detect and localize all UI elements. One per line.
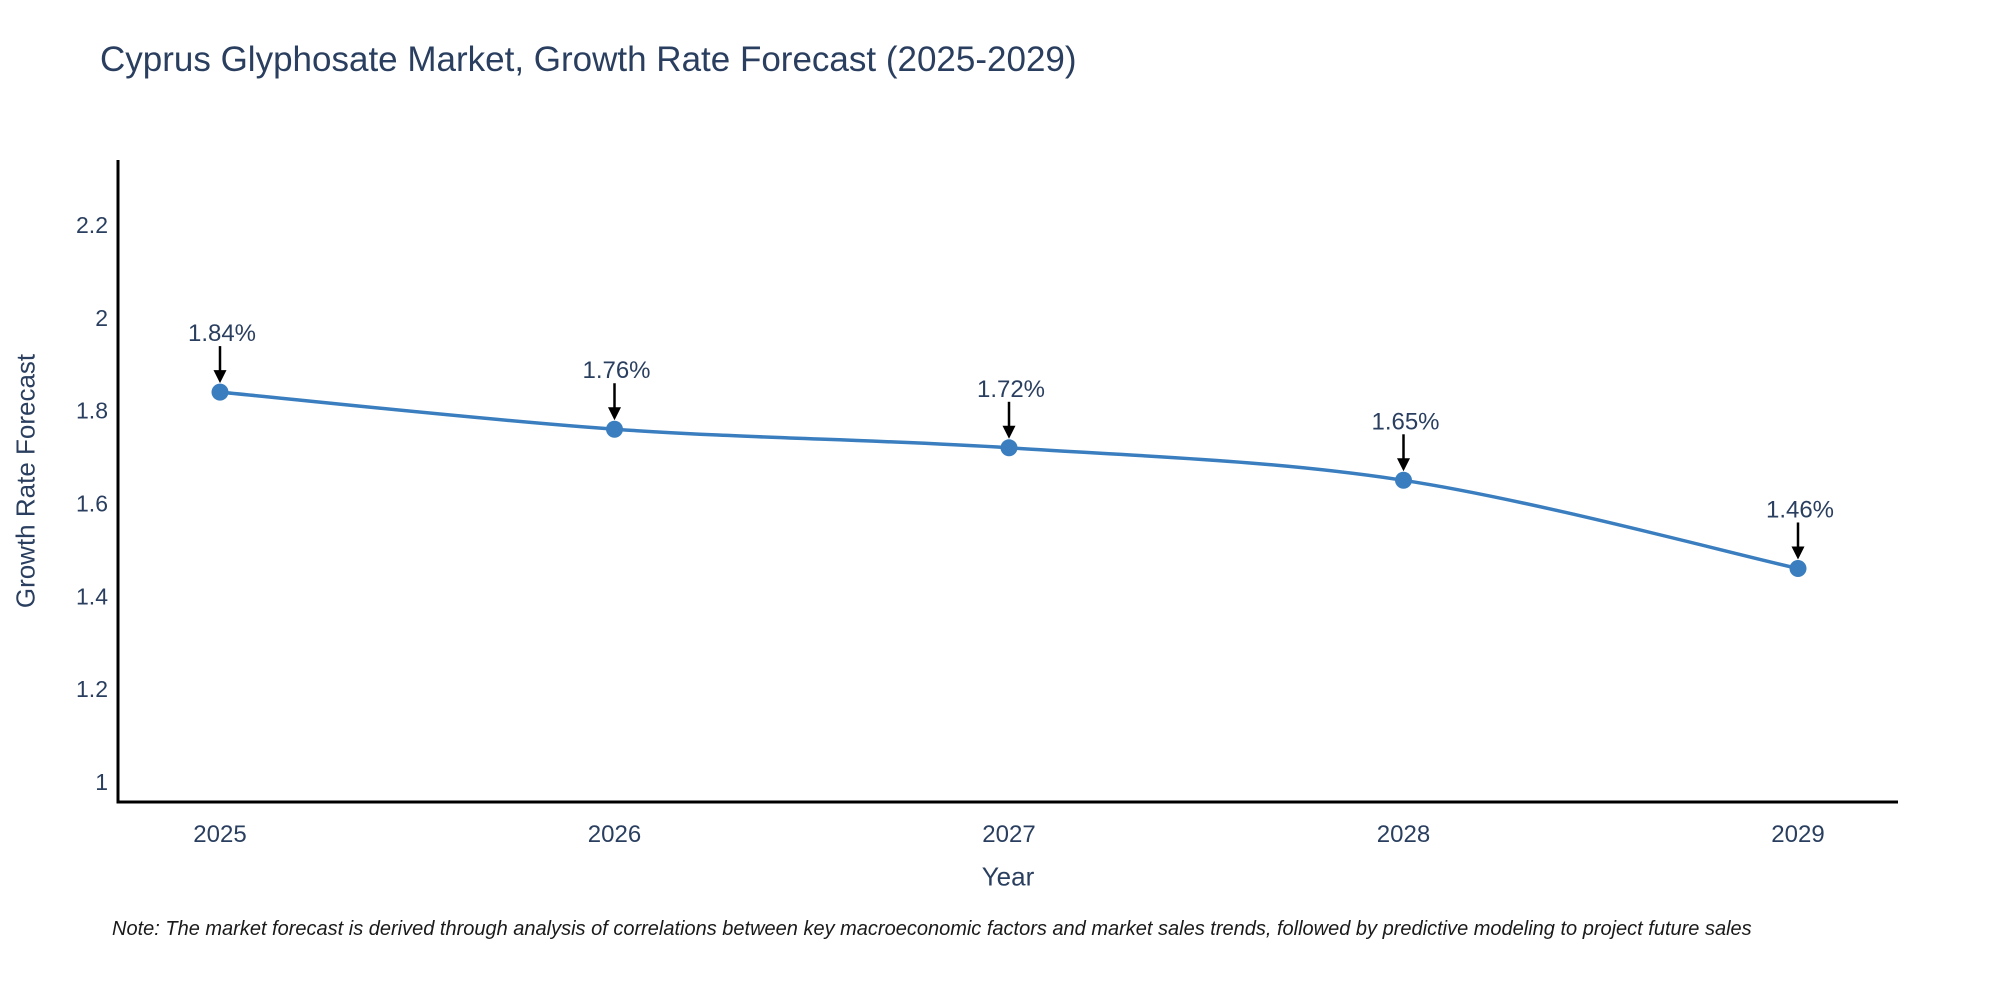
x-axis-title: Year — [981, 861, 1035, 892]
y-tick-label: 2 — [95, 305, 108, 331]
data-point-marker — [211, 383, 229, 401]
x-tick-label: 2026 — [588, 821, 641, 848]
annotation-arrowhead — [608, 407, 621, 421]
data-point-label: 1.76% — [582, 357, 650, 384]
data-point-label: 1.46% — [1766, 496, 1834, 523]
y-tick-label: 1.8 — [76, 398, 108, 424]
x-tick-label: 2027 — [982, 821, 1035, 848]
data-point-marker — [1000, 439, 1018, 457]
data-point-label: 1.84% — [188, 320, 256, 347]
data-point-marker — [1789, 559, 1807, 577]
chart-title: Cyprus Glyphosate Market, Growth Rate Fo… — [100, 40, 1077, 79]
x-tick-label: 2029 — [1771, 821, 1824, 848]
footnote: Note: The market forecast is derived thr… — [112, 918, 1752, 940]
annotation-arrowhead — [1002, 425, 1016, 439]
x-tick-label: 2025 — [193, 821, 246, 848]
annotation-arrowhead — [1791, 546, 1805, 560]
x-tick-label: 2028 — [1377, 821, 1430, 848]
y-axis-title: Growth Rate Forecast — [10, 353, 41, 609]
y-tick-label: 1.2 — [76, 676, 108, 702]
y-tick-label: 1.4 — [76, 583, 108, 609]
y-tick-label: 1 — [95, 769, 108, 795]
y-tick-label: 2.2 — [76, 212, 108, 238]
data-point-marker — [606, 420, 623, 438]
data-point-label: 1.65% — [1371, 408, 1439, 435]
annotation-arrowhead — [213, 370, 227, 384]
y-tick-label: 1.6 — [76, 490, 108, 516]
data-point-label: 1.72% — [977, 376, 1045, 403]
data-point-marker — [1395, 471, 1412, 489]
annotation-arrowhead — [1397, 458, 1410, 472]
